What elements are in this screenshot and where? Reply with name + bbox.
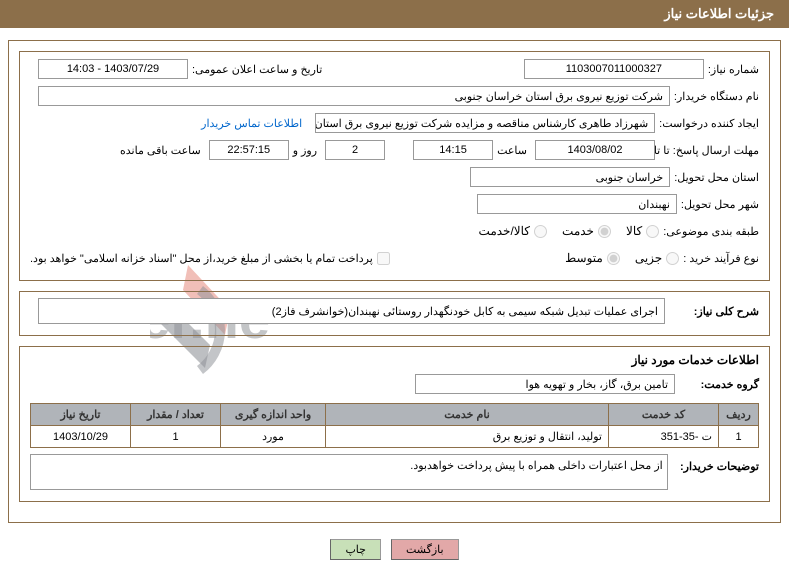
radio-goods[interactable]: کالا bbox=[626, 224, 659, 238]
th-row-num: ردیف bbox=[719, 404, 759, 426]
value-province: خراسان جنوبی bbox=[470, 167, 670, 187]
need-desc-section: شرح کلی نیاز: اجرای عملیات تبدیل شبکه سی… bbox=[19, 291, 770, 336]
label-creator: ایجاد کننده درخواست: bbox=[659, 117, 759, 130]
value-remaining-days: 2 bbox=[325, 140, 385, 160]
page-header-title: جزئیات اطلاعات نیاز bbox=[0, 0, 789, 28]
radio-medium[interactable]: متوسط bbox=[565, 251, 620, 265]
print-button[interactable]: چاپ bbox=[330, 539, 381, 560]
radio-goods-service[interactable]: کالا/خدمت bbox=[479, 224, 547, 238]
label-process-type: نوع فرآیند خرید : bbox=[683, 252, 759, 265]
label-province: استان محل تحویل: bbox=[674, 171, 759, 184]
services-table: ردیف کد خدمت نام خدمت واحد اندازه گیری ت… bbox=[30, 403, 759, 448]
main-container: شماره نیاز: 1103007011000327 تاریخ و ساع… bbox=[8, 40, 781, 523]
buyer-contact-link[interactable]: اطلاعات تماس خریدار bbox=[201, 117, 302, 130]
radio-service[interactable]: خدمت bbox=[562, 224, 611, 238]
radio-minor[interactable]: جزیی bbox=[635, 251, 679, 265]
label-deadline: مهلت ارسال پاسخ: تا تاریخ: bbox=[659, 144, 759, 157]
value-remaining-time: 22:57:15 bbox=[209, 140, 289, 160]
value-need-number: 1103007011000327 bbox=[524, 59, 704, 79]
label-city: شهر محل تحویل: bbox=[681, 198, 759, 211]
value-service-group: تامین برق، گاز، بخار و تهویه هوا bbox=[415, 374, 675, 394]
label-days-and: روز و bbox=[293, 144, 317, 157]
info-section: شماره نیاز: 1103007011000327 تاریخ و ساع… bbox=[19, 51, 770, 281]
label-announce-date: تاریخ و ساعت اعلان عمومی: bbox=[192, 63, 322, 76]
cell-unit: مورد bbox=[221, 426, 326, 448]
label-need-number: شماره نیاز: bbox=[708, 63, 759, 76]
value-creator: شهرزاد طاهری کارشناس مناقصه و مزایده شرک… bbox=[315, 113, 655, 133]
th-service-name: نام خدمت bbox=[326, 404, 609, 426]
label-subject-class: طبقه بندی موضوعی: bbox=[663, 225, 759, 238]
th-service-code: کد خدمت bbox=[609, 404, 719, 426]
cell-service-name: تولید، انتقال و توزیع برق bbox=[326, 426, 609, 448]
treasury-checkbox[interactable]: پرداخت تمام یا بخشی از مبلغ خرید،از محل … bbox=[30, 252, 390, 265]
cell-need-date: 1403/10/29 bbox=[31, 426, 131, 448]
value-announce-date: 1403/07/29 - 14:03 bbox=[38, 59, 188, 79]
cell-row-num: 1 bbox=[719, 426, 759, 448]
cell-service-code: ت -35-351 bbox=[609, 426, 719, 448]
label-buyer-notes: توضیحات خریدار: bbox=[672, 454, 759, 473]
value-buyer: شرکت توزیع نیروی برق استان خراسان جنوبی bbox=[38, 86, 670, 106]
th-need-date: تاریخ نیاز bbox=[31, 404, 131, 426]
services-section-title: اطلاعات خدمات مورد نیاز bbox=[30, 353, 759, 367]
th-unit: واحد اندازه گیری bbox=[221, 404, 326, 426]
back-button[interactable]: بازگشت bbox=[391, 539, 459, 560]
label-service-group: گروه خدمت: bbox=[679, 378, 759, 391]
label-time-word: ساعت bbox=[497, 144, 527, 157]
value-reply-time: 14:15 bbox=[413, 140, 493, 160]
label-buyer: نام دستگاه خریدار: bbox=[674, 90, 759, 103]
th-qty: تعداد / مقدار bbox=[131, 404, 221, 426]
value-reply-date: 1403/08/02 bbox=[535, 140, 655, 160]
label-need-desc: شرح کلی نیاز: bbox=[669, 305, 759, 318]
value-need-desc: اجرای عملیات تبدیل شبکه سیمی به کابل خود… bbox=[38, 298, 665, 324]
table-row: 1 ت -35-351 تولید، انتقال و توزیع برق مو… bbox=[31, 426, 759, 448]
label-remaining: ساعت باقی مانده bbox=[120, 144, 201, 157]
buttons-row: چاپ بازگشت bbox=[0, 531, 789, 568]
services-section: اطلاعات خدمات مورد نیاز گروه خدمت: تامین… bbox=[19, 346, 770, 502]
value-city: نهبندان bbox=[477, 194, 677, 214]
buyer-notes-box: از محل اعتبارات داخلی همراه با پیش پرداخ… bbox=[30, 454, 668, 490]
cell-qty: 1 bbox=[131, 426, 221, 448]
